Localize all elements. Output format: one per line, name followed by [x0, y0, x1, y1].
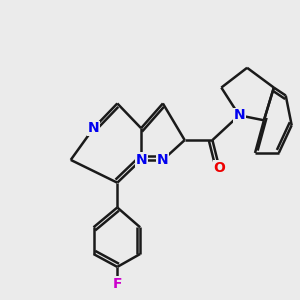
- Text: F: F: [112, 277, 122, 291]
- Text: N: N: [157, 153, 169, 167]
- Text: N: N: [135, 153, 147, 167]
- Text: O: O: [213, 161, 225, 175]
- Text: N: N: [88, 121, 99, 135]
- Text: N: N: [233, 108, 245, 122]
